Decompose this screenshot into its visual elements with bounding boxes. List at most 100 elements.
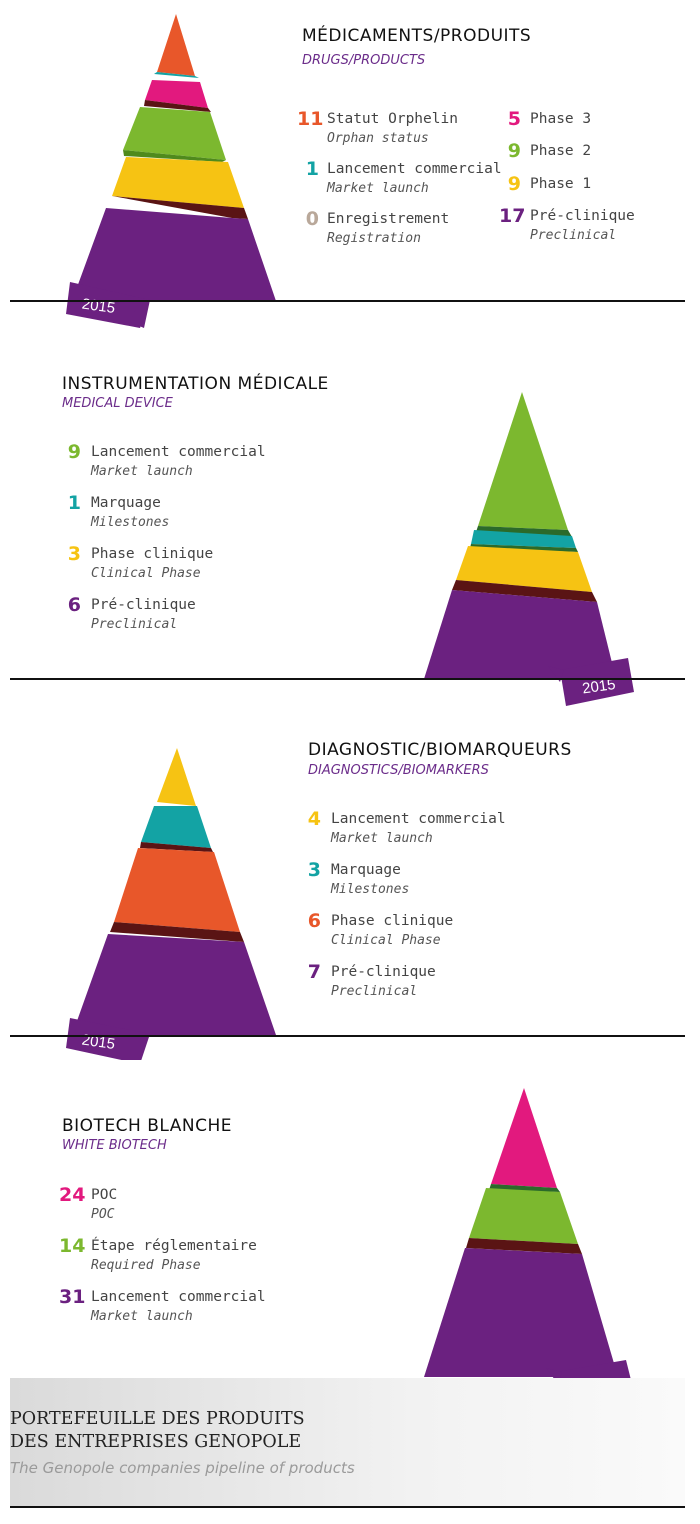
year-flag [66, 1018, 150, 1060]
pyramid-band-teal [471, 530, 576, 548]
year-flag [66, 282, 150, 328]
pyramid-band-darkred [140, 842, 213, 852]
pyramid-band-magenta [145, 80, 208, 108]
legend-value: 1 [305, 158, 319, 180]
section-subtitle: DRUGS/PRODUCTS [302, 53, 426, 68]
footer-title-line1: PORTEFEUILLE DES PRODUITS [10, 1409, 305, 1429]
section-title: DIAGNOSTIC/BIOMARQUEURS [308, 740, 572, 760]
legend-label-en: Market launch [331, 831, 433, 846]
pyramid-medical-device: 2015 [424, 392, 634, 706]
pyramid-band-darkred [144, 100, 211, 112]
legend-label-fr: Lancement commercial [91, 1289, 266, 1305]
section-subtitle: DIAGNOSTICS/BIOMARKERS [308, 763, 489, 778]
legend-label-fr: Marquage [91, 495, 161, 511]
legend-value: 14 [59, 1235, 86, 1257]
legend-value: 4 [307, 808, 321, 830]
legend-value: 9 [507, 173, 521, 195]
pyramid-band-darkgreen [123, 150, 226, 162]
pyramid-diagnostics: 2015 [66, 748, 276, 1060]
legend-label-en: Milestones [331, 882, 410, 897]
legend-label-en: Preclinical [331, 984, 418, 999]
pyramid-band-darkgreen [476, 526, 572, 537]
legend-label-en: Preclinical [91, 617, 178, 632]
pyramid-band-darkred [452, 580, 597, 602]
legend-label-en: Market launch [327, 181, 429, 196]
chart-white-biotech: 2015 BIOTECH BLANCHE WHITE BIOTECH 24 PO… [0, 1060, 700, 1380]
footer-title-line2: DES ENTREPRISES GENOPOLE [10, 1432, 302, 1452]
pyramid-band-teal [154, 72, 199, 78]
legend-label-fr: Phase clinique [91, 546, 214, 562]
legend-value: 31 [59, 1286, 86, 1308]
legend-value: 6 [307, 910, 321, 932]
pyramid-band-yellow [157, 748, 196, 806]
legend-label-fr: Étape réglementaire [91, 1238, 257, 1254]
year-label: 2015 [581, 676, 616, 697]
legend-value: 9 [507, 140, 521, 162]
chart-diagnostics: 2015 DIAGNOSTIC/BIOMARQUEURS DIAGNOSTICS… [0, 720, 700, 1060]
legend-label-en: Milestones [91, 515, 170, 530]
pyramid-band-orange [157, 14, 195, 76]
legend-label-en: Market launch [91, 464, 193, 479]
year-flag [560, 658, 634, 706]
legend-label-fr: Enregistrement [327, 211, 450, 227]
pyramid-band-yellow [112, 157, 244, 208]
pyramid-band-magenta [491, 1088, 557, 1188]
pyramid-band-yellow [456, 546, 592, 592]
legend-label-fr: Pré-clinique [91, 597, 196, 613]
legend-label-en: Market launch [91, 1309, 193, 1324]
legend-label-en: Clinical Phase [91, 566, 201, 581]
pyramid-white-biotech: 2015 [424, 1088, 631, 1380]
pyramid-band-darkred-2 [112, 196, 248, 219]
legend-value: 1 [67, 492, 81, 514]
pyramid-band-orange [114, 848, 240, 932]
legend-label-en: Required Phase [91, 1258, 201, 1273]
baseline [10, 678, 685, 680]
legend-label-fr: Phase 1 [530, 176, 592, 192]
legend-value: 0 [305, 208, 319, 230]
legend-label-fr: Pré-clinique [530, 208, 635, 224]
baseline [10, 1035, 685, 1037]
pyramid-band-green [123, 107, 226, 160]
pyramid-band-darkred-2 [110, 922, 244, 942]
legend-value: 9 [67, 441, 81, 463]
pyramid-band-darkgreen-2 [470, 544, 578, 552]
legend-value: 7 [307, 961, 321, 983]
legend-value: 5 [507, 108, 521, 130]
legend-label-fr: Pré-clinique [331, 964, 436, 980]
pyramid-band-teal [141, 806, 211, 848]
pyramid-band-darkred [466, 1238, 582, 1254]
pyramid-band-purple [424, 1248, 618, 1377]
baseline [10, 300, 685, 302]
legend-label-fr: Lancement commercial [91, 444, 266, 460]
legend-label-en: POC [91, 1207, 115, 1222]
footer-banner: PORTEFEUILLE DES PRODUITS DES ENTREPRISE… [10, 1378, 685, 1508]
section-title: BIOTECH BLANCHE [62, 1116, 233, 1136]
year-flag-tail [546, 1368, 562, 1380]
legend-label-fr: Phase 2 [530, 143, 592, 159]
pyramid-band-purple [72, 208, 276, 301]
pyramid-band-green [478, 392, 568, 530]
chart-medical-device: 2015 INSTRUMENTATION MÉDICALE MEDICAL DE… [0, 340, 700, 720]
legend-value: 3 [67, 543, 81, 565]
legend-label-fr: Statut Orphelin [327, 111, 458, 127]
legend-label-en: Orphan status [327, 131, 429, 146]
legend-value: 3 [307, 859, 321, 881]
legend-label-fr: Marquage [331, 862, 401, 878]
section-title: INSTRUMENTATION MÉDICALE [62, 374, 329, 394]
section-subtitle: MEDICAL DEVICE [62, 396, 173, 411]
legend-label-en: Registration [327, 231, 421, 246]
legend-label-fr: POC [91, 1187, 118, 1203]
year-flag-tail [130, 300, 150, 328]
legend-label-en: Preclinical [530, 228, 617, 243]
legend-value: 11 [297, 108, 324, 130]
pyramid-band-purple [424, 590, 616, 679]
chart-drugs: 2015 MÉDICAMENTS/PRODUITS DRUGS/PRODUCTS… [0, 0, 700, 340]
legend-label-en: Clinical Phase [331, 933, 441, 948]
legend-label-fr: Lancement commercial [331, 811, 506, 827]
legend-value: 6 [67, 594, 81, 616]
legend-value: 24 [59, 1184, 86, 1206]
legend-label-fr: Phase clinique [331, 913, 454, 929]
section-title: MÉDICAMENTS/PRODUITS [302, 26, 532, 46]
pyramid-band-purple [72, 934, 276, 1035]
section-subtitle: WHITE BIOTECH [62, 1138, 167, 1153]
